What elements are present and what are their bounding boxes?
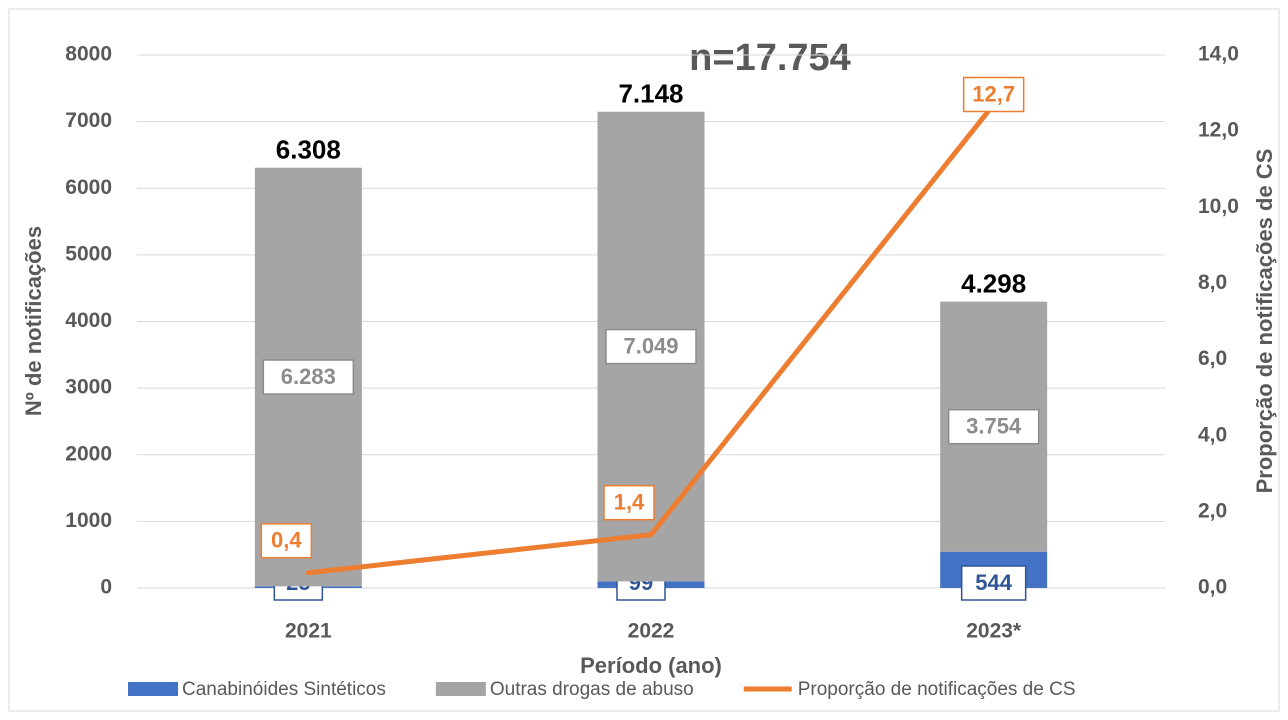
legend-swatch [435,682,486,696]
total-label: 4.298 [961,269,1026,299]
total-label: 7.148 [618,79,683,109]
y2-tick-label: 8,0 [1198,271,1227,294]
data-label-box [262,359,355,395]
y-tick-label: 0 [100,576,112,599]
line [305,101,997,576]
data-label: 544 [975,570,1012,595]
line-label-box [962,76,1025,113]
legend-label: Canabinóides Sintéticos [182,679,386,700]
y-tick-label: 6000 [65,176,112,199]
x-tick-label: 2023* [966,620,1022,643]
y2-tick-label: 14,0 [1198,43,1239,66]
legend-label: Outras drogas de abuso [490,679,694,700]
y-tick-label: 5000 [65,242,112,265]
y2-tick-label: 0,0 [1198,576,1227,599]
data-label: 3.754 [966,414,1022,439]
y2-tick-label: 4,0 [1198,423,1227,446]
data-label: 6.283 [281,364,336,389]
annotation: n=17.754 [689,37,851,79]
total-label: 6.308 [276,135,341,165]
y2-tick-label: 6,0 [1198,347,1227,370]
x-axis-title: Período (ano) [580,653,722,678]
y2-tick-label: 10,0 [1198,195,1239,218]
legend-label: Proporção de notificações de CS [798,679,1076,700]
line-label-box [260,523,313,559]
line-label-box [603,484,655,521]
y-tick-label: 1000 [65,509,112,532]
y2-axis-title: Proporção de notificações de CS [1252,149,1277,494]
x-tick-label: 2022 [628,620,675,643]
data-label-box [605,328,697,365]
y-tick-label: 7000 [65,109,112,132]
y2-tick-label: 12,0 [1198,119,1239,142]
data-label: 7.049 [623,333,678,358]
data-label-box [960,565,1027,601]
y-tick-label: 3000 [65,376,112,399]
line-label: 1,4 [614,490,645,515]
legend-swatch [128,682,178,696]
x-tick-label: 2021 [285,620,332,643]
y2-tick-label: 2,0 [1198,499,1227,522]
y-axis-title: Nº de notificações [21,226,46,416]
data-label-box [947,408,1040,445]
line-label: 12,7 [972,81,1015,106]
y-tick-label: 8000 [65,43,112,66]
y-tick-label: 4000 [65,309,112,332]
line-label: 0,4 [271,528,302,553]
y-tick-label: 2000 [65,442,112,465]
